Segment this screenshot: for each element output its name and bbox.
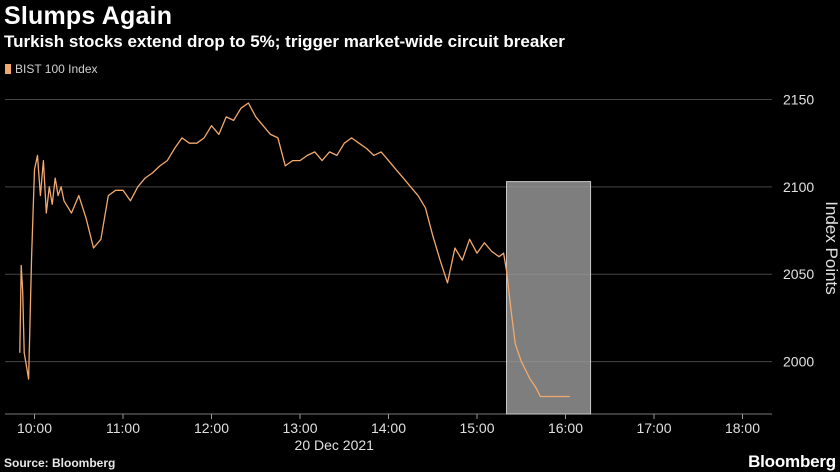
circuit-breaker-band — [506, 181, 592, 415]
series-line-bist-100 — [19, 102, 570, 398]
y-tick-label: 2150 — [783, 91, 814, 107]
x-tick-label: 18:00 — [725, 420, 760, 436]
series-group — [19, 102, 570, 398]
chart-subtitle: Turkish stocks extend drop to 5%; trigge… — [4, 32, 565, 51]
legend-label: BIST 100 Index — [15, 62, 98, 76]
x-tick-label: 16:00 — [548, 420, 583, 436]
x-tick-label: 17:00 — [636, 420, 671, 436]
bloomberg-logo: Bloomberg — [748, 452, 836, 471]
x-tick-label: 10:00 — [17, 420, 52, 436]
x-tick-label: 13:00 — [282, 420, 317, 436]
highlight-band — [506, 181, 592, 415]
legend-swatch — [5, 64, 11, 74]
y-axis-ticks: 2000 2050 2100 2150 — [783, 91, 814, 369]
x-tick-label: 14:00 — [371, 420, 406, 436]
x-tick-label: 11:00 — [106, 420, 140, 436]
y-axis-label: Index Points — [822, 201, 840, 295]
y-tick-label: 2100 — [783, 179, 814, 195]
source-note: Source: Bloomberg — [4, 456, 116, 470]
y-tick-label: 2050 — [783, 266, 814, 282]
legend: BIST 100 Index — [5, 62, 98, 76]
x-axis-ticks: 10:00 11:00 12:00 13:00 14:00 15:00 16:00 17:00… — [17, 414, 760, 436]
gridlines — [5, 98, 772, 415]
x-tick-label: 15:00 — [459, 420, 494, 436]
chart-title: Slumps Again — [4, 2, 173, 30]
y-tick-label: 2000 — [783, 354, 814, 370]
x-tick-label: 12:00 — [194, 420, 229, 436]
x-axis-label: 20 Dec 2021 — [295, 437, 375, 453]
